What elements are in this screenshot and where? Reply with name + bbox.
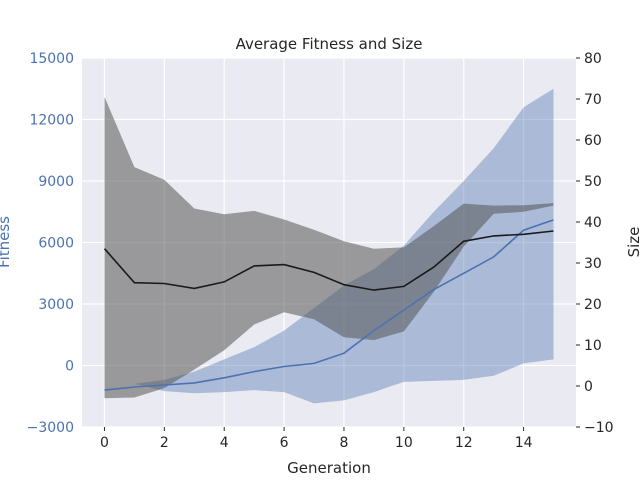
left-y-tick-label-1: 0 — [65, 359, 74, 375]
line-series-0 — [104, 219, 554, 391]
right-y-tick-label-9: 80 — [584, 51, 602, 67]
x-tick-label-3: 6 — [280, 435, 289, 451]
x-tick-label-0: 0 — [100, 435, 109, 451]
right-y-tick-label-6: 50 — [584, 174, 602, 190]
right-y-axis-label: Size — [625, 227, 640, 258]
x-tick-label-4: 8 — [340, 435, 349, 451]
right-y-tick-label-1: 0 — [584, 379, 593, 395]
x-tick-label-1: 2 — [160, 435, 169, 451]
right-y-tick-label-2: 10 — [584, 338, 602, 354]
x-tick-label-7: 14 — [515, 435, 533, 451]
ticks: 0 2 4 6 8 10 12 14 −3000 0 3000 6000 9000 12000 15000 −… — [27, 51, 614, 451]
x-axis-label: Generation — [287, 459, 371, 477]
x-tick-label-5: 10 — [395, 435, 413, 451]
left-y-axis-label: Fitness — [0, 216, 13, 268]
band-series-1 — [104, 96, 554, 399]
left-y-tick-label-4: 9000 — [38, 174, 74, 190]
x-tick-label-2: 4 — [220, 435, 229, 451]
left-y-tick-label-0: −3000 — [27, 420, 74, 436]
right-y-tick-label-3: 20 — [584, 297, 602, 313]
bands — [104, 88, 554, 404]
right-y-tick-label-7: 60 — [584, 133, 602, 149]
left-y-tick-label-2: 3000 — [38, 297, 74, 313]
right-y-tick-label-4: 30 — [584, 256, 602, 272]
left-y-tick-label-5: 12000 — [29, 113, 74, 129]
right-y-tick-label-8: 70 — [584, 92, 602, 108]
right-y-tick-label-5: 40 — [584, 215, 602, 231]
x-tick-label-6: 12 — [455, 435, 473, 451]
left-y-tick-label-6: 15000 — [29, 51, 74, 67]
band-series-0 — [104, 88, 554, 404]
left-y-tick-label-3: 6000 — [38, 236, 74, 252]
line-series-1 — [103, 230, 554, 291]
lines — [103, 219, 554, 391]
chart-title: Average Fitness and Size — [236, 35, 423, 53]
right-y-tick-label-0: −10 — [584, 420, 614, 436]
